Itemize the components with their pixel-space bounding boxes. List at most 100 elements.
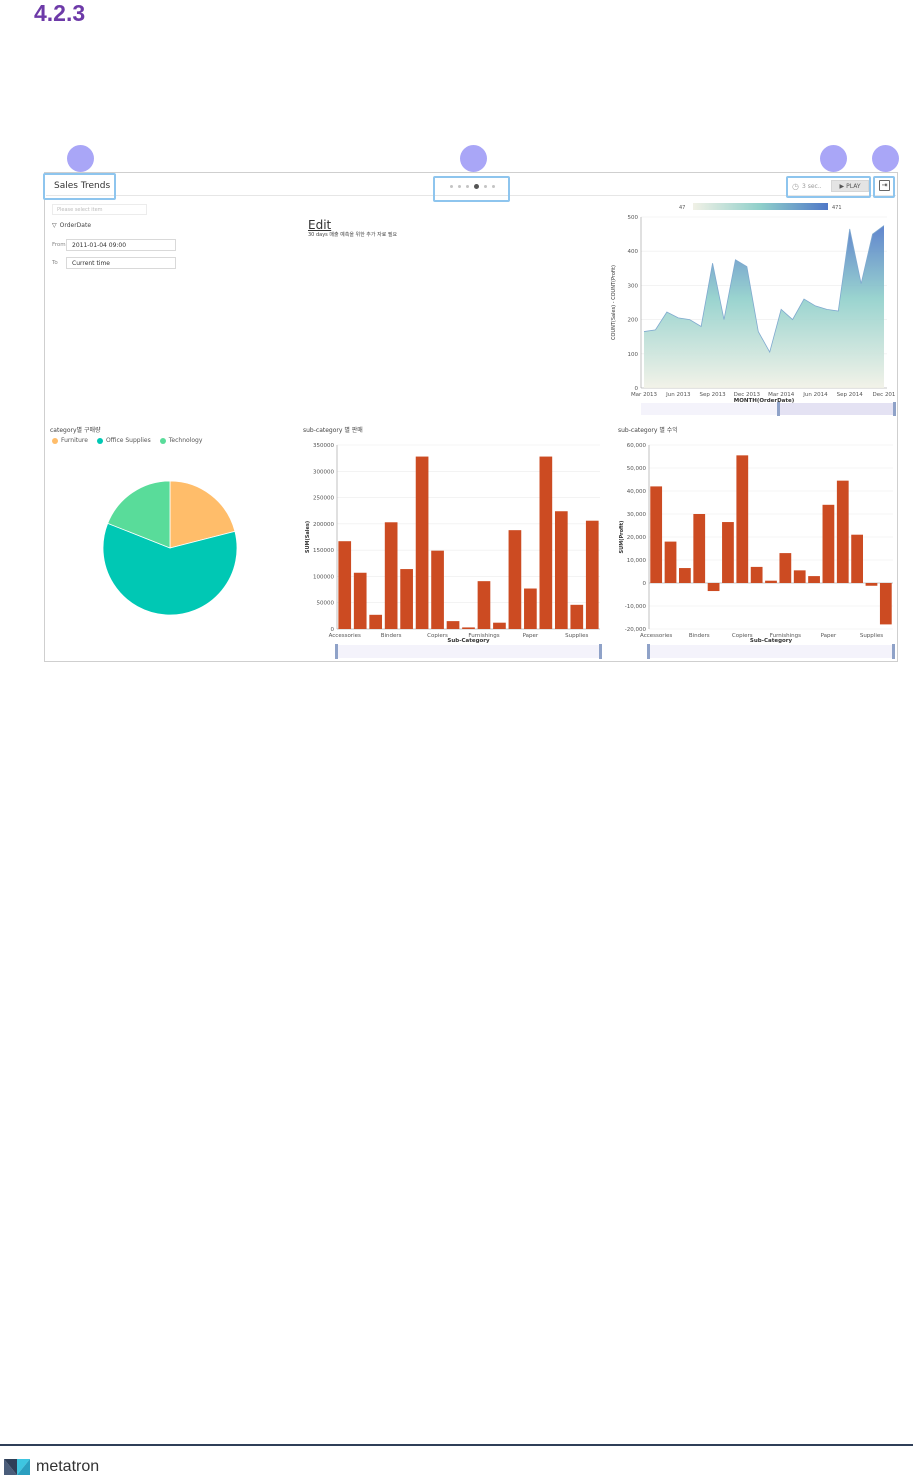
profit-bar — [865, 583, 878, 586]
sales-xtick-label: Furnishings — [468, 633, 499, 639]
sales-ytick-label: 100000 — [313, 574, 334, 580]
legend-label: Office Supplies — [105, 437, 151, 444]
profit-ytick-label: 30,000 — [627, 512, 647, 518]
area-series-fill — [644, 225, 884, 388]
exit-icon[interactable]: ⇥ — [879, 180, 890, 191]
sales-range-navigator — [335, 645, 602, 658]
callout-marker-1 — [67, 145, 94, 172]
sales-bar-chart: 0 50000 100000 150000 200000 250000 300000 3500… — [305, 443, 602, 659]
legend-swatch — [52, 437, 58, 444]
memo-text: 30 days 매출 예측을 위한 추가 자료 필요 — [308, 232, 398, 238]
area-x-axis-title: MONTH(OrderDate) — [734, 398, 795, 404]
memo-edit-link[interactable]: Edit — [308, 218, 332, 232]
page-dot-4[interactable] — [474, 184, 479, 189]
profit-ytick-label: 20,000 — [627, 535, 647, 541]
filter-search-input[interactable]: Please select item — [52, 204, 147, 215]
slide-timer[interactable]: ◷ 3 sec.. — [792, 182, 822, 191]
page-indicator[interactable] — [450, 184, 495, 189]
area-xtick-label: Dec 2013 — [734, 392, 761, 398]
profit-xtick-label: Copiers — [732, 633, 753, 639]
area-y-axis-title: COUNT(Sales) - COUNT(Profit) — [611, 265, 617, 340]
profit-x-axis-title: Sub-Category — [750, 638, 793, 644]
metatron-logo-icon — [4, 1459, 30, 1475]
sales-bar — [369, 614, 383, 629]
profit-ytick-label: 40,000 — [627, 489, 647, 495]
pie-slice-technology — [107, 480, 171, 549]
highlight-exit — [873, 176, 895, 198]
sales-x-axis-title: Sub-Category — [447, 638, 490, 644]
page-dot-5[interactable] — [484, 185, 487, 188]
color-range-min: 47 — [679, 205, 685, 211]
page-dot-3[interactable] — [466, 185, 469, 188]
sales-range-handle-right — [599, 644, 602, 659]
profit-bar — [765, 580, 777, 583]
sales-ytick-label: 250000 — [313, 496, 334, 502]
header-divider — [46, 195, 896, 196]
from-date-input[interactable]: 2011-01-04 09:00 — [66, 239, 176, 251]
pie-slice-office-supplies — [102, 522, 238, 616]
area-ytick-label: 400 — [628, 249, 639, 255]
profit-xtick-label: Accessories — [640, 633, 672, 639]
pie-chart-title: category별 구매량 — [50, 427, 101, 434]
page-dot-2[interactable] — [458, 185, 461, 188]
sales-bar — [508, 530, 522, 629]
legend-item[interactable]: Office Supplies — [96, 437, 151, 444]
highlight-page-indicator — [433, 176, 510, 202]
area-series-line — [643, 225, 885, 354]
filter-header: ▽ OrderDate — [52, 222, 91, 229]
to-date-input[interactable]: Current time — [66, 257, 176, 269]
profit-bar — [779, 553, 792, 583]
area-xtick-label: Mar 2013 — [631, 392, 658, 398]
play-button[interactable]: ▶ PLAY — [831, 180, 869, 192]
sales-bar — [570, 604, 584, 629]
callout-marker-2 — [460, 145, 487, 172]
area-range-handle-left — [777, 402, 780, 416]
filter-icon: ▽ — [52, 222, 57, 229]
area-xtick-label: Jun 2014 — [802, 392, 828, 398]
sales-ytick-label: 350000 — [313, 443, 334, 449]
page-dot-1[interactable] — [450, 185, 453, 188]
profit-ytick-label: -10,000 — [625, 604, 647, 610]
area-ytick-label: 100 — [628, 352, 639, 358]
profit-bar — [808, 576, 820, 583]
profit-bar — [664, 541, 677, 583]
sales-bar — [554, 511, 568, 629]
profit-xtick-label: Furnishings — [770, 633, 801, 639]
area-ytick-label: 500 — [628, 215, 639, 221]
footer-logo: metatron — [4, 1458, 99, 1476]
sales-bar — [493, 622, 506, 629]
profit-range-handle-left — [647, 644, 650, 659]
color-range-bar — [693, 203, 828, 210]
sales-xtick-label: Paper — [523, 633, 539, 639]
legend-label: Furniture — [61, 437, 88, 444]
sales-xtick-label: Accessories — [329, 633, 361, 639]
legend-item[interactable]: Furniture — [52, 437, 88, 444]
profit-ytick-label: 50,000 — [627, 466, 647, 472]
legend-item[interactable]: Technology — [159, 437, 202, 444]
sales-bar — [431, 550, 444, 629]
timer-label: 3 sec.. — [801, 183, 822, 190]
profit-range-handle-right — [892, 644, 895, 659]
profit-bar — [822, 504, 835, 583]
profit-bar — [851, 534, 864, 583]
page-dot-6[interactable] — [492, 185, 495, 188]
footer-rule — [0, 1444, 913, 1446]
dashboard-frame: Sales Trends ◷ 3 sec.. ▶ PLAY ⇥ Please s… — [43, 172, 898, 662]
pie-legend: Furniture Office Supplies Technology — [52, 437, 202, 444]
profit-bar — [750, 566, 763, 583]
sales-bar — [384, 522, 398, 629]
sales-ytick-label: 0 — [331, 627, 335, 633]
callout-marker-4 — [872, 145, 899, 172]
sales-bar — [585, 520, 599, 629]
profit-ytick-label: 10,000 — [627, 558, 647, 564]
sales-ytick-label: 150000 — [313, 548, 334, 554]
area-chart: 47 471 0 100 200 300 400 500 Mar 2013 Jun 2013 Sep… — [611, 203, 896, 416]
area-range-handle-right — [893, 402, 896, 416]
area-ytick-label: 200 — [628, 318, 639, 324]
profit-y-axis-title: SUM(Profit) — [619, 521, 625, 554]
sales-xtick-label: Copiers — [427, 633, 448, 639]
area-range-selection — [777, 403, 895, 415]
sales-range-handle-left — [335, 644, 338, 659]
profit-range-navigator — [647, 645, 895, 658]
legend-swatch — [96, 437, 103, 444]
